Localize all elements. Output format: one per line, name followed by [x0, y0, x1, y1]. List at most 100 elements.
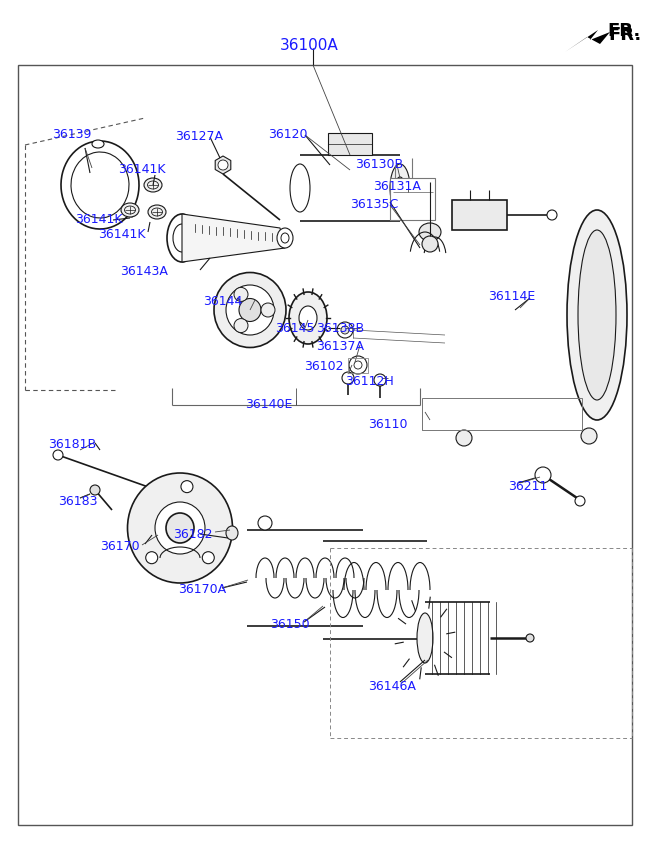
Ellipse shape — [395, 177, 405, 199]
Polygon shape — [565, 30, 610, 52]
Ellipse shape — [155, 502, 205, 554]
Bar — [422, 398, 582, 430]
Text: FR.: FR. — [608, 26, 641, 44]
Circle shape — [234, 319, 248, 332]
Ellipse shape — [226, 285, 274, 335]
Circle shape — [581, 428, 597, 444]
Ellipse shape — [92, 140, 104, 148]
Circle shape — [234, 287, 248, 301]
Ellipse shape — [152, 208, 162, 216]
Ellipse shape — [412, 541, 442, 639]
Ellipse shape — [144, 178, 162, 192]
Ellipse shape — [578, 230, 616, 400]
Ellipse shape — [281, 233, 289, 243]
Text: 36150: 36150 — [270, 618, 309, 631]
Circle shape — [547, 210, 557, 220]
Ellipse shape — [226, 526, 238, 540]
Ellipse shape — [214, 272, 286, 348]
Polygon shape — [215, 156, 231, 174]
Text: 36112H: 36112H — [345, 375, 394, 388]
Ellipse shape — [308, 541, 338, 639]
Polygon shape — [452, 200, 597, 445]
Ellipse shape — [299, 306, 317, 330]
Text: 36182: 36182 — [173, 528, 212, 541]
Bar — [247, 530, 363, 626]
Bar — [18, 65, 632, 825]
Circle shape — [526, 634, 534, 642]
Text: 36127A: 36127A — [175, 130, 223, 143]
Ellipse shape — [567, 210, 627, 420]
Circle shape — [456, 430, 472, 446]
Text: 36141K: 36141K — [75, 213, 122, 226]
Circle shape — [422, 236, 438, 252]
Polygon shape — [182, 214, 285, 262]
Text: 36135C: 36135C — [350, 198, 398, 211]
Bar — [328, 133, 372, 155]
Ellipse shape — [239, 298, 261, 321]
Text: 36170A: 36170A — [178, 583, 226, 596]
Text: 36146A: 36146A — [368, 680, 416, 693]
Text: 36131A: 36131A — [373, 180, 421, 193]
Text: 36170: 36170 — [100, 540, 140, 553]
Circle shape — [261, 303, 275, 317]
Ellipse shape — [413, 604, 437, 672]
Text: 36143A: 36143A — [120, 265, 168, 278]
Text: 36137A: 36137A — [316, 340, 364, 353]
Ellipse shape — [286, 155, 314, 220]
Text: 36211: 36211 — [508, 480, 547, 493]
Text: 36138B: 36138B — [316, 322, 364, 335]
Ellipse shape — [419, 223, 441, 241]
Circle shape — [146, 552, 158, 564]
Text: 36141K: 36141K — [98, 228, 145, 241]
Bar — [390, 178, 435, 220]
Text: 36114E: 36114E — [488, 290, 535, 303]
Text: 36145: 36145 — [275, 322, 315, 335]
Ellipse shape — [417, 613, 433, 663]
Circle shape — [218, 160, 228, 170]
Text: 36183: 36183 — [58, 495, 97, 508]
Ellipse shape — [475, 602, 505, 674]
Bar — [300, 155, 400, 221]
Text: 36100A: 36100A — [280, 38, 339, 53]
Circle shape — [258, 516, 272, 530]
Ellipse shape — [173, 224, 191, 252]
Circle shape — [53, 450, 63, 460]
Ellipse shape — [277, 228, 293, 248]
Ellipse shape — [167, 214, 197, 262]
Ellipse shape — [349, 531, 377, 626]
Text: 36130B: 36130B — [355, 158, 403, 171]
Circle shape — [90, 485, 100, 495]
Text: 36181B: 36181B — [48, 438, 96, 451]
Ellipse shape — [125, 209, 135, 217]
Circle shape — [342, 372, 354, 384]
Text: FR.: FR. — [607, 22, 641, 40]
Circle shape — [341, 326, 349, 334]
Ellipse shape — [121, 203, 139, 217]
Circle shape — [354, 361, 362, 369]
Bar — [323, 541, 427, 639]
Text: 36139: 36139 — [52, 128, 91, 141]
Bar — [348, 358, 368, 373]
Bar — [452, 200, 507, 230]
Circle shape — [575, 496, 585, 506]
Circle shape — [181, 481, 193, 493]
Ellipse shape — [289, 292, 327, 344]
Ellipse shape — [148, 205, 166, 219]
Text: 36140E: 36140E — [245, 398, 292, 411]
Ellipse shape — [166, 513, 194, 543]
Circle shape — [535, 467, 551, 483]
Text: 36102: 36102 — [304, 360, 344, 373]
Circle shape — [374, 374, 386, 386]
Circle shape — [337, 322, 353, 338]
Ellipse shape — [127, 473, 233, 583]
Ellipse shape — [124, 206, 135, 214]
Ellipse shape — [386, 155, 414, 220]
Ellipse shape — [148, 181, 158, 189]
Text: 36141K: 36141K — [118, 163, 166, 176]
Ellipse shape — [233, 531, 261, 626]
Text: 36110: 36110 — [368, 418, 407, 431]
Circle shape — [349, 356, 367, 374]
Text: 36120: 36120 — [268, 128, 307, 141]
Bar — [425, 602, 490, 674]
Circle shape — [202, 552, 214, 564]
